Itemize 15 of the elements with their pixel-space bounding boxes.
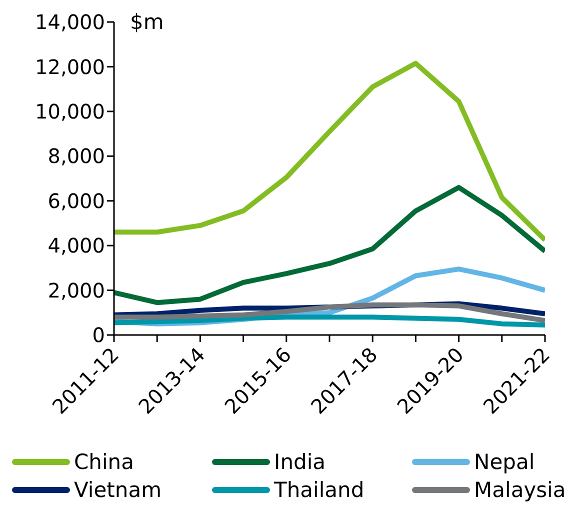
y-tick-label: 0 [92,323,105,348]
y-axis-title: $m [130,10,164,34]
legend-label: Nepal [474,449,535,476]
legend-label: Thailand [274,477,364,504]
y-tick-label: 6,000 [48,188,105,213]
y-tick-label: 4,000 [48,234,105,258]
y-tick-label: 2,000 [48,278,105,302]
legend-label: India [274,449,326,476]
y-tick-label: 12,000 [35,54,105,79]
y-tick-label: 8,000 [48,144,105,168]
legend-label: Vietnam [74,477,162,504]
y-tick-label: 14,000 [35,10,105,34]
y-tick-label: 10,000 [35,100,105,124]
legend-label: China [74,449,134,476]
legend-label: Malaysia [474,477,566,504]
